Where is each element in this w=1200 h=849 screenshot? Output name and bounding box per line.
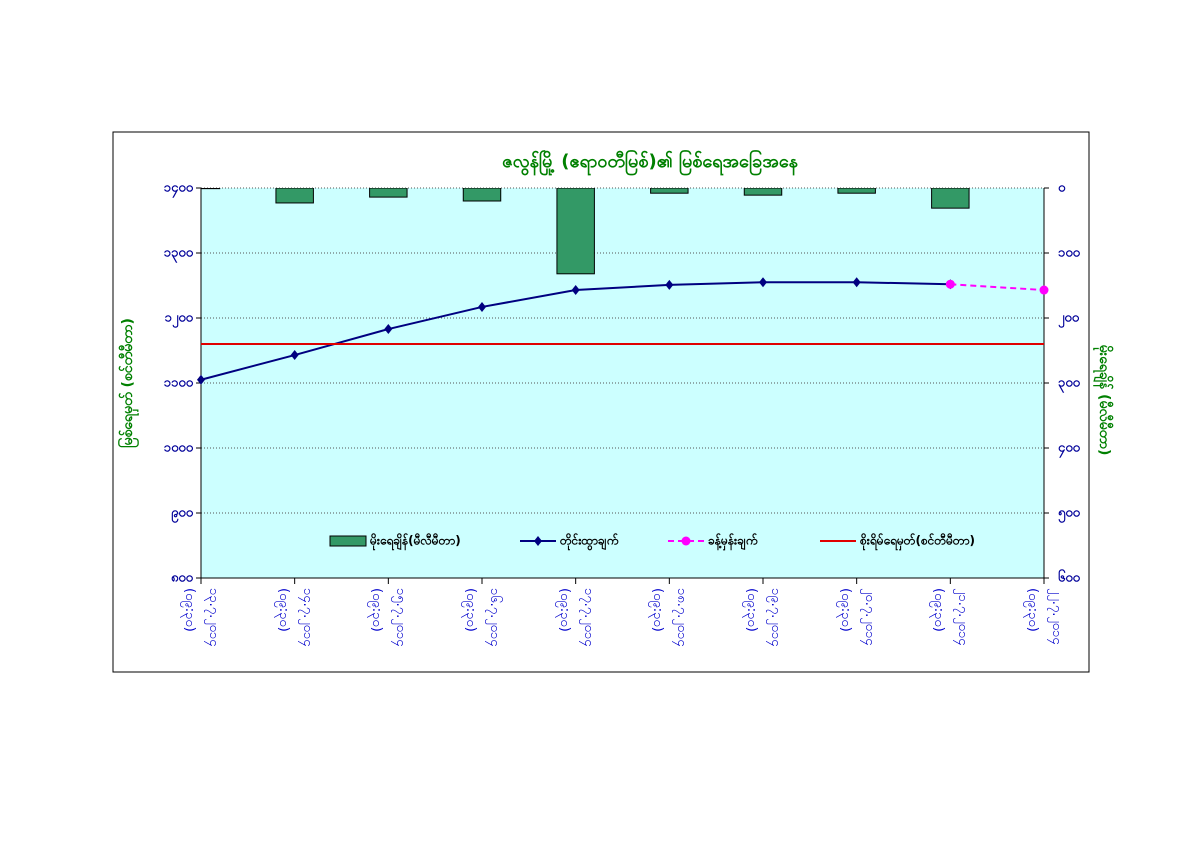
y2-tick-label: ၅၀၀ bbox=[1058, 506, 1081, 524]
bar bbox=[556, 188, 595, 275]
y-tick-label: ၁၄၀၀ bbox=[164, 181, 194, 199]
bar bbox=[837, 188, 876, 194]
y2-tick-label: ၁၀၀ bbox=[1058, 246, 1081, 261]
x-tick-label: ၁၆.၇.၂၀၁၄ (၀၉:၃၀) bbox=[463, 588, 502, 647]
x-tick-label: ၁၉.၇.၂၀၁၄ (၀၉:၃၀) bbox=[744, 588, 783, 647]
x-tick-label: ၁၄.၇.၂၀၁၄ (၀၉:၃၀) bbox=[275, 588, 315, 647]
y2-tick-label: ၆၀၀ bbox=[1058, 569, 1081, 586]
y2-tick-label: ၄၀၀ bbox=[1058, 441, 1081, 459]
point bbox=[290, 350, 299, 361]
bar bbox=[275, 188, 314, 204]
y2-tick-label: ၂၀၀ bbox=[1058, 311, 1080, 329]
y-tick-label: ၁၁၀၀ bbox=[164, 376, 194, 391]
point bbox=[197, 374, 205, 385]
x-tick-label: ၁၃.၇.၂၀၁၄ (၀၉:၃၀) bbox=[182, 588, 221, 647]
y-axis-title: မြစ်ရေမှတ် (စင်တီမီတာ) bbox=[118, 318, 139, 448]
legend-label: ခန့်မှန်းချက် bbox=[708, 532, 758, 552]
point bbox=[384, 324, 393, 335]
bar bbox=[201, 188, 221, 190]
line bbox=[950, 283, 1045, 292]
x-tick-label: ၁၇.၇.၂၀၁၄ (၀၉:၃၀) bbox=[556, 588, 596, 647]
point bbox=[945, 279, 955, 289]
bar bbox=[462, 188, 502, 202]
legend-label: စိုးရိမ်ရေမှတ်(စင်တီမီတာ) bbox=[859, 532, 975, 552]
bar bbox=[369, 188, 408, 198]
point bbox=[1039, 285, 1049, 295]
point bbox=[852, 277, 861, 288]
point bbox=[759, 277, 767, 288]
legend-label: တိုင်းထွာချက် bbox=[559, 532, 619, 552]
legend-marker bbox=[534, 536, 542, 546]
x-tick-label: ၂၁.၇.၂၀၁၄ (၀၉:၃၀) bbox=[931, 588, 971, 646]
y-tick-label: ၁၀၀၀ bbox=[164, 441, 194, 456]
legend-label: မိုးရေချိန်(မီလီမီတာ) bbox=[369, 532, 461, 552]
y-tick-label: ၁၃၀၀ bbox=[164, 246, 194, 264]
legend-marker bbox=[681, 536, 691, 546]
x-tick-label: ၁၅.၇.၂၀၁၄ (၀၉:၃၀) bbox=[369, 588, 409, 647]
bar bbox=[931, 188, 970, 209]
bar bbox=[743, 188, 783, 196]
y-tick-label: ၉၀၀ bbox=[171, 506, 194, 524]
bar bbox=[650, 188, 689, 194]
x-tick-label: ၂၀.၇.၂၀၁၄ (၀၉:၃၀) bbox=[837, 588, 877, 646]
y-tick-label: ၈၀၀ bbox=[171, 571, 194, 586]
point bbox=[571, 285, 580, 296]
chart-title: ဇလွန်မြို့ (ဧရာဝတီမြစ်)၏ မြစ်ရေအခြေအနေ bbox=[502, 149, 799, 176]
y2-tick-label: ၃၀၀ bbox=[1058, 376, 1081, 394]
y2-tick-label: ၀ bbox=[1058, 181, 1066, 196]
legend-swatch bbox=[329, 535, 367, 547]
x-tick-label: ၂၂.၇.၂၀၁၄ (၀၉:၃၀) bbox=[1025, 588, 1064, 645]
x-tick-label: ၁၈.၇.၂၀၁၄ (၀၉:၃၀) bbox=[650, 588, 690, 647]
y2-axis-title: မိုးရေချိန် (မီလီမီတာ) bbox=[1093, 345, 1113, 456]
point bbox=[665, 279, 674, 290]
point bbox=[478, 301, 486, 312]
y-tick-label: ၁၂၀၀ bbox=[165, 311, 194, 329]
